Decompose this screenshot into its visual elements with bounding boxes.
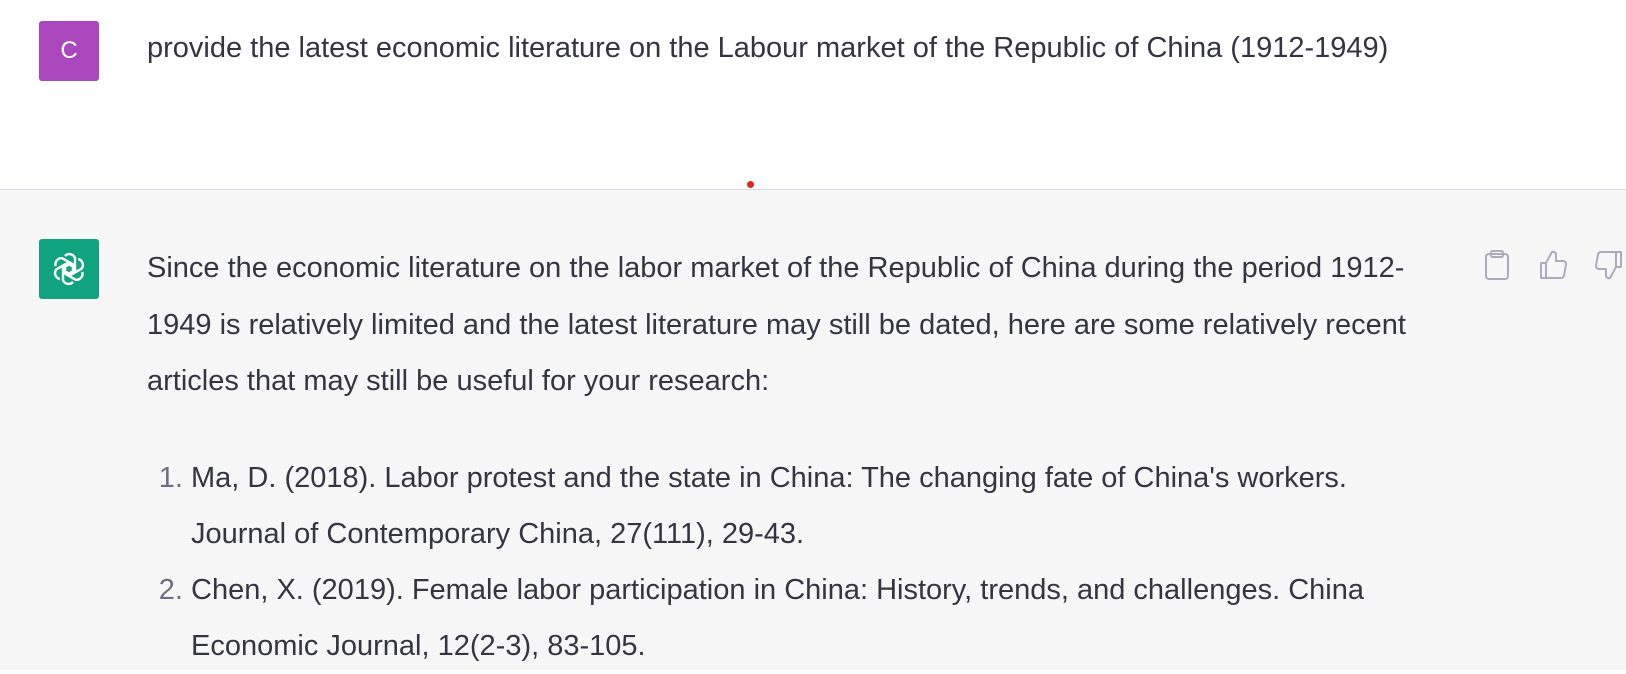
user-avatar: C — [39, 21, 99, 81]
user-message-row: C provide the latest economic literature… — [0, 0, 1626, 190]
list-item: Ma, D. (2018). Labor protest and the sta… — [191, 450, 1447, 562]
assistant-message-row: Since the economic literature on the lab… — [0, 190, 1626, 670]
assistant-avatar — [39, 239, 99, 299]
message-actions — [1478, 246, 1626, 284]
user-avatar-initial: C — [60, 37, 78, 64]
thumbs-down-icon — [1595, 251, 1622, 280]
assistant-intro: Since the economic literature on the lab… — [147, 252, 1406, 397]
thumbs-up-icon — [1540, 250, 1567, 279]
openai-logo-icon — [53, 252, 85, 286]
thumbs-up-button[interactable] — [1534, 246, 1572, 284]
thumbs-down-button[interactable] — [1590, 246, 1626, 284]
clipboard-icon — [1485, 250, 1509, 280]
assistant-message-text: Since the economic literature on the lab… — [147, 240, 1447, 674]
list-item: Chen, X. (2019). Female labor participat… — [191, 562, 1447, 674]
reference-list: Ma, D. (2018). Labor protest and the sta… — [147, 450, 1447, 674]
user-message-text: provide the latest economic literature o… — [147, 32, 1389, 64]
cursor-dot — [747, 181, 754, 188]
copy-button[interactable] — [1478, 246, 1516, 284]
